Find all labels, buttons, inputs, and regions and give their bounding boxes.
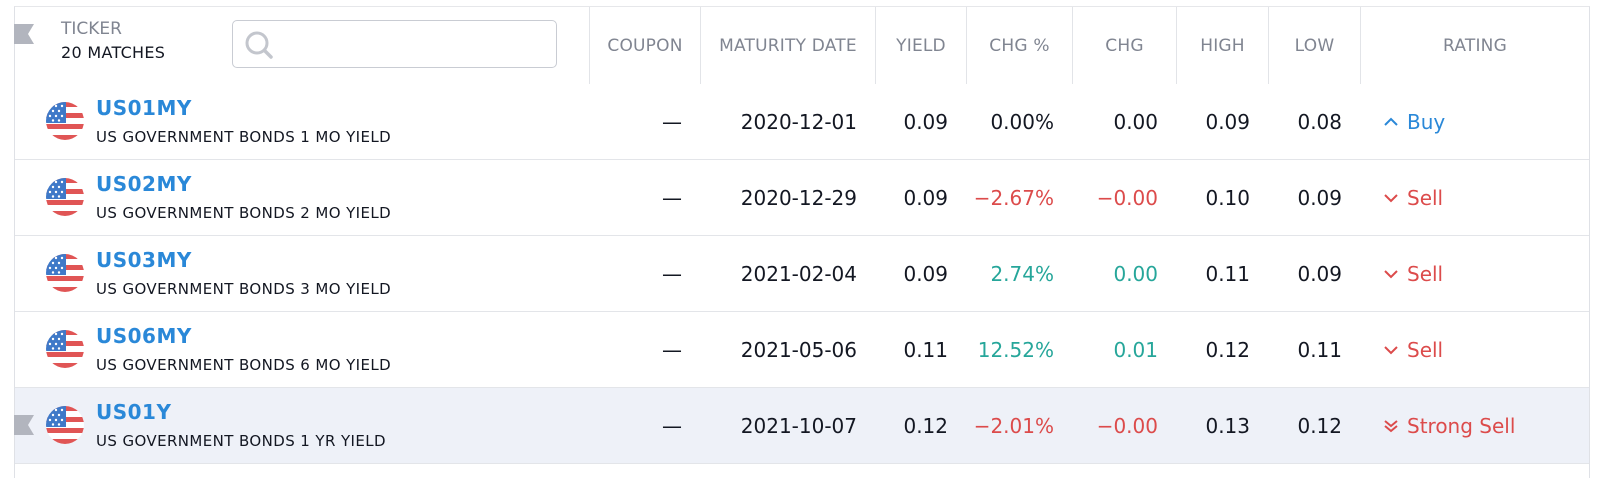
maturity-date-value: 2021-02-04 [740,261,857,286]
ticker-column-header[interactable]: TICKER 20 MATCHES [61,19,165,64]
us-flag-icon [46,102,84,140]
us-flag-icon [46,406,84,444]
low-value: 0.11 [1297,337,1342,362]
table-row[interactable]: US01Y US GOVERNMENT BONDS 1 YR YIELD — 2… [14,388,1589,464]
column-divider [1360,7,1361,84]
ticker-symbol-link[interactable]: US01MY [96,96,192,120]
ticker-description: US GOVERNMENT BONDS 6 MO YIELD [96,356,392,374]
maturity-date-value: 2020-12-01 [740,109,857,134]
rating-label: Sell [1407,261,1444,286]
column-divider [875,7,876,84]
flag-marker-icon[interactable] [14,415,34,435]
table-frame: TICKER 20 MATCHES COUPON MATURITY DATE Y… [14,6,1590,478]
table-row[interactable]: US06MY US GOVERNMENT BONDS 6 MO YIELD — … [15,312,1589,388]
double-chevron-down-icon [1383,419,1399,433]
column-divider [700,7,701,84]
column-header-rating[interactable]: RATING [1443,35,1507,56]
us-flag-icon [46,178,84,216]
search-icon [245,31,273,59]
column-header-maturity-date[interactable]: MATURITY DATE [719,35,857,56]
column-header-chg[interactable]: CHG [1105,35,1144,56]
rating-badge[interactable]: Sell [1383,312,1443,387]
chg-pct-value: 2.74% [990,261,1054,286]
ticker-symbol-link[interactable]: US03MY [96,248,192,272]
chevron-down-icon [1383,268,1399,280]
coupon-value: — [662,337,682,362]
table-header: TICKER 20 MATCHES COUPON MATURITY DATE Y… [14,7,1589,85]
column-divider [589,7,590,84]
chg-value: 0.00 [1113,109,1158,134]
chg-value: −0.00 [1096,413,1158,438]
low-value: 0.09 [1297,261,1342,286]
high-value: 0.09 [1205,109,1250,134]
chg-value: 0.00 [1113,261,1158,286]
coupon-value: — [662,261,682,286]
column-header-yield[interactable]: YIELD [896,35,946,56]
table-row[interactable]: US01MY US GOVERNMENT BONDS 1 MO YIELD — … [15,84,1589,160]
low-value: 0.09 [1297,185,1342,210]
column-header-chg-pct[interactable]: CHG % [989,35,1050,56]
rating-badge[interactable]: Sell [1383,160,1443,235]
maturity-date-value: 2021-10-07 [740,413,857,438]
yield-value: 0.09 [903,185,948,210]
ticker-symbol-link[interactable]: US01Y [96,400,172,424]
coupon-value: — [662,185,682,210]
chg-value: 0.01 [1113,337,1158,362]
high-value: 0.12 [1205,337,1250,362]
ticker-symbol-link[interactable]: US02MY [96,172,192,196]
ticker-description: US GOVERNMENT BONDS 1 YR YIELD [96,432,386,450]
chevron-down-icon [1383,344,1399,356]
chevron-up-icon [1383,116,1399,128]
ticker-label: TICKER [61,19,122,39]
column-header-low[interactable]: LOW [1294,35,1335,56]
rating-label: Sell [1407,337,1444,362]
high-value: 0.10 [1205,185,1250,210]
yield-value: 0.09 [903,261,948,286]
chg-pct-value: −2.01% [973,413,1054,438]
chg-pct-value: −2.67% [973,185,1054,210]
high-value: 0.11 [1205,261,1250,286]
column-divider [1268,7,1269,84]
table-row[interactable]: US03MY US GOVERNMENT BONDS 3 MO YIELD — … [15,236,1589,312]
ticker-description: US GOVERNMENT BONDS 3 MO YIELD [96,280,392,298]
maturity-date-value: 2021-05-06 [740,337,857,362]
maturity-date-value: 2020-12-29 [740,185,857,210]
rating-label: Strong Sell [1407,413,1516,438]
rating-label: Sell [1407,185,1444,210]
matches-count: 20 MATCHES [61,43,166,62]
low-value: 0.08 [1297,109,1342,134]
rating-badge[interactable]: Buy [1383,84,1445,159]
chg-pct-value: 0.00% [990,109,1054,134]
chg-value: −0.00 [1096,185,1158,210]
ticker-symbol-link[interactable]: US06MY [96,324,192,348]
search-input[interactable] [232,20,557,68]
coupon-value: — [662,109,682,134]
ticker-description: US GOVERNMENT BONDS 2 MO YIELD [96,204,392,222]
table-row[interactable]: US02MY US GOVERNMENT BONDS 2 MO YIELD — … [15,160,1589,236]
chg-pct-value: 12.52% [977,337,1054,362]
ticker-description: US GOVERNMENT BONDS 1 MO YIELD [96,128,392,146]
rating-label: Buy [1407,109,1446,134]
column-divider [1176,7,1177,84]
flag-marker-icon[interactable] [14,24,34,44]
rating-badge[interactable]: Strong Sell [1383,388,1515,463]
column-divider [966,7,967,84]
column-divider [1072,7,1073,84]
coupon-value: — [662,413,682,438]
yield-value: 0.09 [903,109,948,134]
rating-badge[interactable]: Sell [1383,236,1443,311]
yield-value: 0.12 [903,413,948,438]
yield-value: 0.11 [903,337,948,362]
high-value: 0.13 [1205,413,1250,438]
chevron-down-icon [1383,192,1399,204]
us-flag-icon [46,330,84,368]
us-flag-icon [46,254,84,292]
column-header-coupon[interactable]: COUPON [607,35,683,56]
low-value: 0.12 [1297,413,1342,438]
column-header-high[interactable]: HIGH [1200,35,1245,56]
